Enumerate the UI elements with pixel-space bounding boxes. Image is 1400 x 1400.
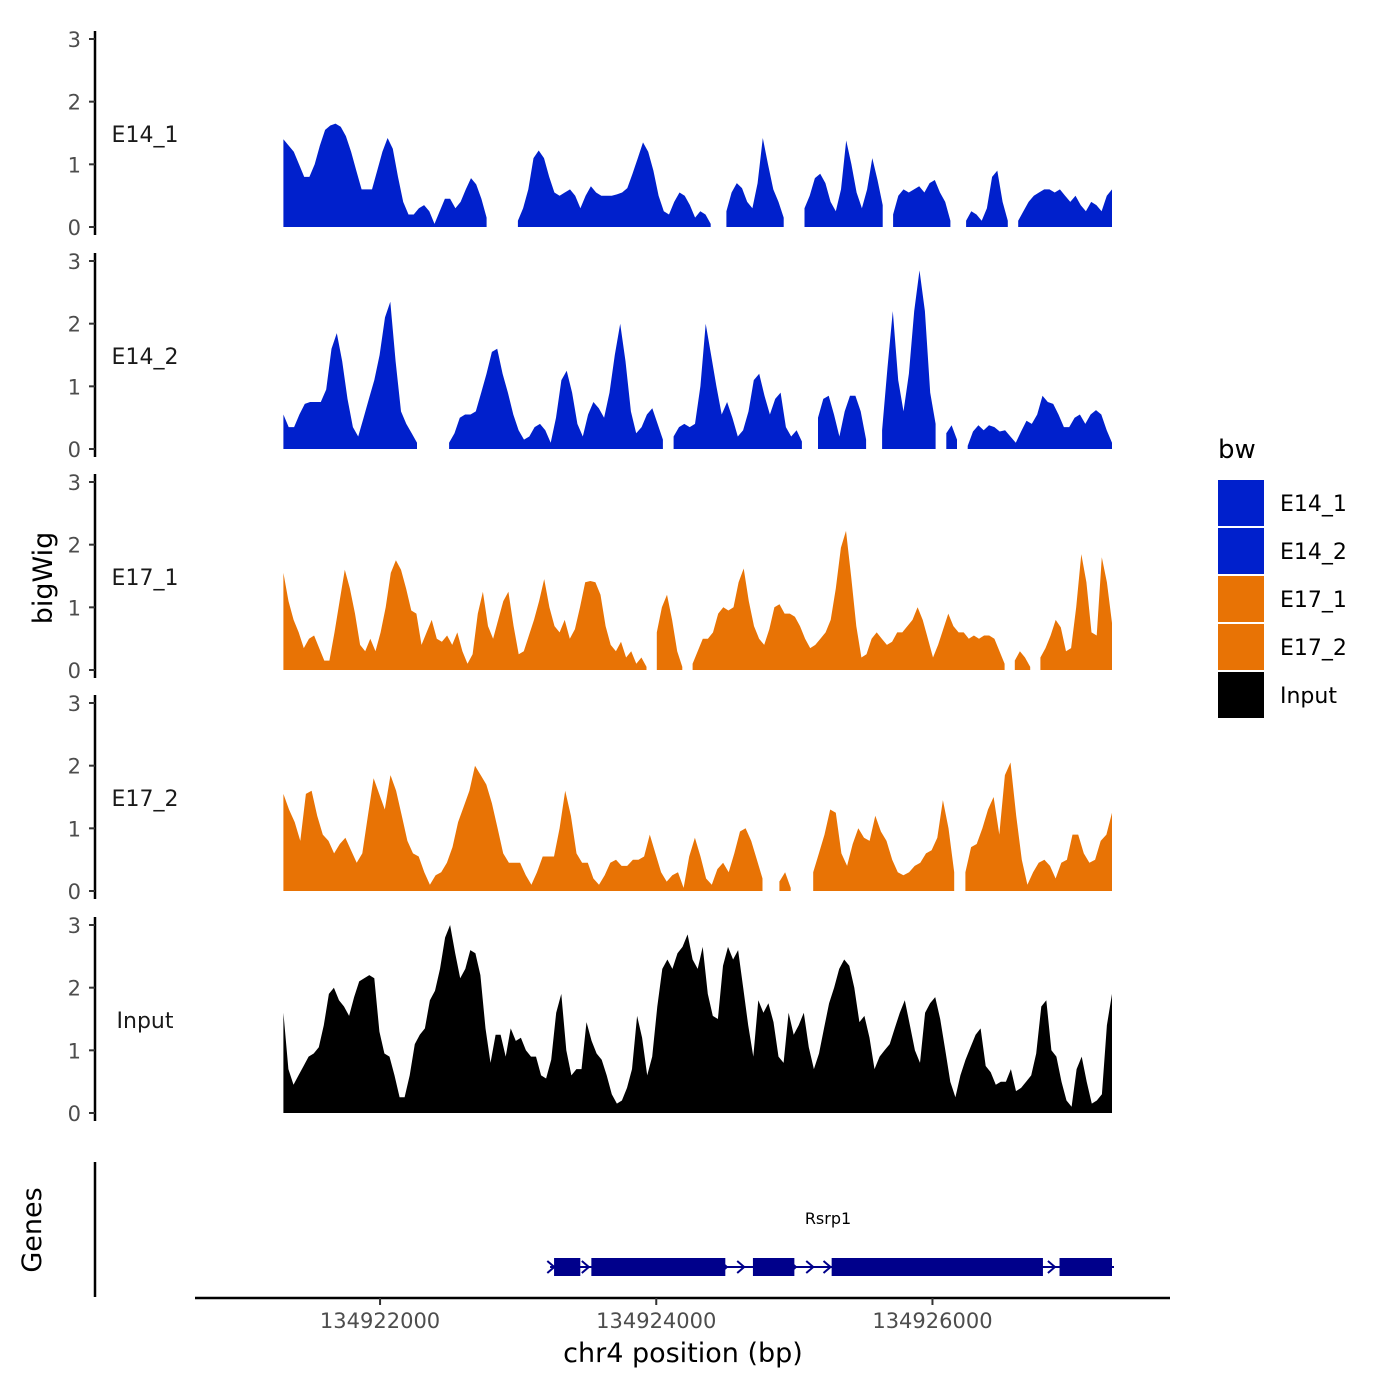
legend-swatch-E14_2 [1218, 528, 1264, 574]
track-label: E14_1 [112, 123, 179, 148]
track-E17_1: 0 1 2 3 E17_1 [68, 471, 1112, 683]
y-tick-label: 2 [68, 534, 81, 558]
coverage-area-E14_2 [449, 323, 663, 449]
y-tick-label: 1 [68, 596, 81, 620]
legend-swatch-E17_2 [1218, 624, 1264, 670]
legend-swatch-E17_1 [1218, 576, 1264, 622]
legend-swatch-E14_1 [1218, 480, 1264, 526]
coverage-area-E14_1 [893, 180, 951, 227]
coverage-area-E14_1 [804, 140, 883, 227]
legend-swatch-Input [1218, 672, 1264, 718]
gene-panel: Rsrp1 [93, 1162, 1114, 1297]
coverage-area-E14_1 [966, 170, 1008, 227]
gene-exon [831, 1258, 1043, 1276]
y-tick-label: 0 [68, 659, 81, 683]
strand-arrow [805, 1260, 815, 1274]
track-E17_2: 0 1 2 3 E17_2 [68, 692, 1112, 904]
x-tick-label: 134922000 [320, 1309, 440, 1333]
coverage-area-E17_2 [283, 765, 763, 891]
y-tick-label: 0 [68, 438, 81, 462]
coverage-area-E14_2 [673, 323, 802, 449]
y-tick-label: 2 [68, 313, 81, 337]
coverage-area-E14_1 [283, 123, 487, 227]
coverage-area-E14_1 [517, 142, 711, 227]
coverage-area-E14_2 [283, 301, 417, 449]
track-label: E17_2 [112, 787, 179, 812]
y-tick-label: 1 [68, 817, 81, 841]
coverage-area-E14_2 [967, 395, 1112, 449]
coverage-area-E17_2 [813, 800, 955, 891]
legend-label-E14_2: E14_2 [1280, 540, 1347, 565]
y-tick-label: 2 [68, 91, 81, 115]
y-tick-label: 3 [68, 250, 81, 274]
y-tick-label: 3 [68, 914, 81, 938]
coverage-area-E17_1 [656, 594, 683, 670]
coverage-area-E14_1 [726, 138, 784, 227]
strand-arrow [822, 1260, 833, 1274]
x-axis-title: chr4 position (bp) [563, 1338, 803, 1369]
y-tick-label: 3 [68, 692, 81, 716]
y-tick-label: 1 [68, 1039, 81, 1063]
coverage-area-E17_1 [692, 530, 1005, 670]
y-tick-label: 2 [68, 977, 81, 1001]
coverage-area-E14_2 [818, 395, 867, 449]
y-axis-title: bigWig [28, 532, 59, 625]
y-tick-label: 0 [68, 1102, 81, 1126]
x-axis: 134922000 134924000 134926000 [195, 1296, 1170, 1333]
x-tick-label: 134926000 [872, 1309, 992, 1333]
y-tick-label: 3 [68, 471, 81, 495]
coverage-area-E17_1 [1014, 651, 1031, 670]
coverage-area-E17_2 [965, 762, 1112, 891]
legend-label-E17_1: E17_1 [1280, 588, 1347, 613]
coverage-area-E14_2 [882, 270, 936, 449]
strand-arrow [581, 1260, 591, 1274]
coverage-area-E17_1 [1040, 554, 1112, 670]
coverage-area-E17_1 [283, 560, 647, 670]
strand-arrow [736, 1260, 746, 1274]
y-tick-label: 2 [68, 755, 81, 779]
y-tick-label: 1 [68, 375, 81, 399]
track-label: E17_1 [112, 566, 179, 591]
x-tick-label: 134924000 [596, 1309, 716, 1333]
legend: bw E14_1 E14_2 E17_1 E17_2 Input [1218, 435, 1347, 718]
coverage-area-Input [283, 925, 1112, 1113]
strand-arrow [1047, 1260, 1057, 1274]
track-E14_2: 0 1 2 3 E14_2 [68, 250, 1112, 462]
track-Input: 0 1 2 3 Input [68, 914, 1112, 1126]
gene-name-label: Rsrp1 [805, 1209, 851, 1228]
y-tick-label: 0 [68, 880, 81, 904]
legend-label-E17_2: E17_2 [1280, 636, 1347, 661]
gene-exon [1059, 1258, 1112, 1276]
gene-exon [554, 1258, 581, 1276]
y-tick-label: 1 [68, 153, 81, 177]
track-label: Input [117, 1009, 174, 1034]
y-tick-label: 3 [68, 28, 81, 52]
track-E14_1: 0 1 2 3 E14_1 [68, 28, 1112, 240]
y-tick-label: 0 [68, 216, 81, 240]
coverage-area-E14_2 [946, 425, 957, 449]
gene-exon [752, 1258, 795, 1276]
coverage-area-E14_1 [1018, 189, 1112, 227]
genes-axis-title: Genes [17, 1187, 48, 1272]
coverage-tracks: 0 1 2 3 E14_1 0 1 2 3 E14_2 0 1 2 3 E17_1 0 1 2 3 E17_2 0 1 2 3… [68, 28, 1112, 1126]
coverage-area-E17_2 [779, 872, 791, 891]
track-label: E14_2 [112, 345, 179, 370]
legend-label-E14_1: E14_1 [1280, 492, 1347, 517]
legend-title: bw [1218, 435, 1256, 465]
legend-label-Input: Input [1280, 684, 1337, 709]
gene-exon [591, 1258, 726, 1276]
